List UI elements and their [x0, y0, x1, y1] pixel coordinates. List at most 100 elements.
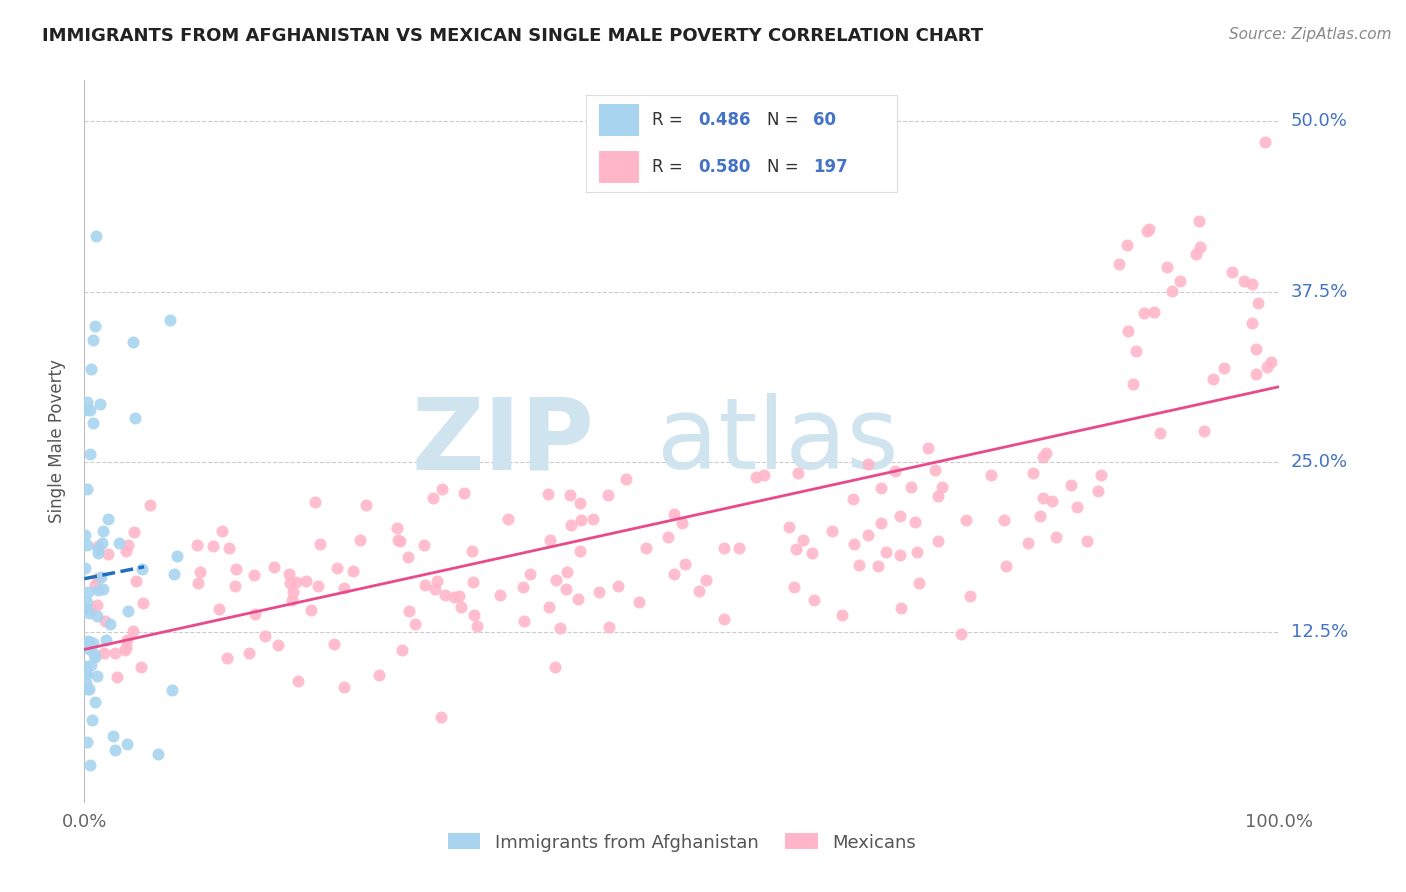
Point: [1233, 274, 1256, 288]
Point: [86, 571, 108, 585]
Point: [367, 668, 389, 682]
Point: [121, 334, 143, 349]
Point: [333, 680, 356, 694]
Point: [1202, 371, 1225, 385]
Point: [657, 530, 679, 544]
Point: [75, 403, 97, 417]
Point: [104, 743, 127, 757]
Point: [544, 659, 567, 673]
Point: [385, 521, 408, 535]
Point: [422, 491, 444, 505]
Point: [1149, 425, 1171, 440]
Point: [1244, 343, 1267, 357]
Point: [512, 580, 534, 594]
Point: [190, 566, 212, 580]
Point: [84, 318, 107, 333]
Point: [76, 538, 98, 552]
Point: [588, 585, 610, 599]
Point: [1254, 136, 1277, 150]
Point: [1066, 500, 1088, 514]
Point: [107, 536, 129, 550]
Point: [76, 734, 98, 748]
Point: [889, 548, 911, 562]
Point: [1032, 450, 1054, 464]
Point: [117, 538, 139, 552]
Point: [73, 659, 96, 673]
Point: [131, 562, 153, 576]
Point: [124, 574, 146, 588]
Point: [496, 512, 519, 526]
Point: [162, 682, 184, 697]
Point: [1029, 509, 1052, 524]
Point: [1045, 530, 1067, 544]
Point: [129, 660, 152, 674]
Point: [73, 560, 96, 574]
Point: [287, 674, 309, 689]
Point: [548, 621, 571, 635]
Point: [1076, 533, 1098, 548]
Point: [224, 579, 246, 593]
Point: [323, 637, 346, 651]
Point: [278, 566, 301, 581]
Point: [744, 470, 766, 484]
Point: [86, 545, 108, 559]
Point: [905, 545, 928, 559]
Point: [83, 649, 105, 664]
Point: [513, 614, 536, 628]
Point: [79, 758, 101, 772]
Point: [148, 747, 170, 761]
Point: [186, 538, 208, 552]
Point: [792, 533, 814, 548]
Point: [1156, 260, 1178, 274]
Point: [217, 651, 239, 665]
Point: [728, 541, 751, 555]
Point: [93, 646, 115, 660]
Point: [413, 578, 436, 592]
Point: [89, 397, 111, 411]
Point: [778, 520, 800, 534]
Point: [115, 544, 138, 558]
Point: [91, 536, 114, 550]
Point: [163, 567, 186, 582]
Point: [79, 602, 101, 616]
Text: IMMIGRANTS FROM AFGHANISTAN VS MEXICAN SINGLE MALE POVERTY CORRELATION CHART: IMMIGRANTS FROM AFGHANISTAN VS MEXICAN S…: [42, 27, 983, 45]
Point: [132, 596, 155, 610]
Text: 50.0%: 50.0%: [1291, 112, 1347, 130]
Point: [900, 480, 922, 494]
Point: [461, 543, 484, 558]
Point: [536, 486, 558, 500]
Point: [121, 624, 143, 638]
Point: [87, 539, 110, 553]
Point: [75, 676, 97, 690]
Point: [1125, 343, 1147, 358]
Point: [295, 574, 318, 589]
Point: [555, 565, 578, 579]
Point: [238, 646, 260, 660]
Point: [91, 524, 114, 538]
Point: [927, 490, 949, 504]
Point: [166, 549, 188, 564]
Point: [786, 467, 808, 481]
Point: [77, 641, 100, 656]
Point: [598, 620, 620, 634]
Point: [671, 516, 693, 530]
Point: [450, 599, 472, 614]
Point: [783, 580, 806, 594]
Point: [76, 595, 98, 609]
Point: [569, 513, 592, 527]
Point: [83, 577, 105, 591]
Point: [449, 589, 471, 603]
Point: [713, 541, 735, 555]
Point: [856, 457, 879, 471]
Point: [801, 546, 824, 560]
Point: [245, 607, 267, 622]
Point: [582, 512, 605, 526]
Point: [889, 509, 911, 524]
Point: [1133, 306, 1156, 320]
Point: [115, 632, 138, 647]
Point: [391, 643, 413, 657]
Point: [931, 480, 953, 494]
Y-axis label: Single Male Poverty: Single Male Poverty: [48, 359, 66, 524]
Point: [114, 643, 136, 657]
Point: [489, 589, 512, 603]
